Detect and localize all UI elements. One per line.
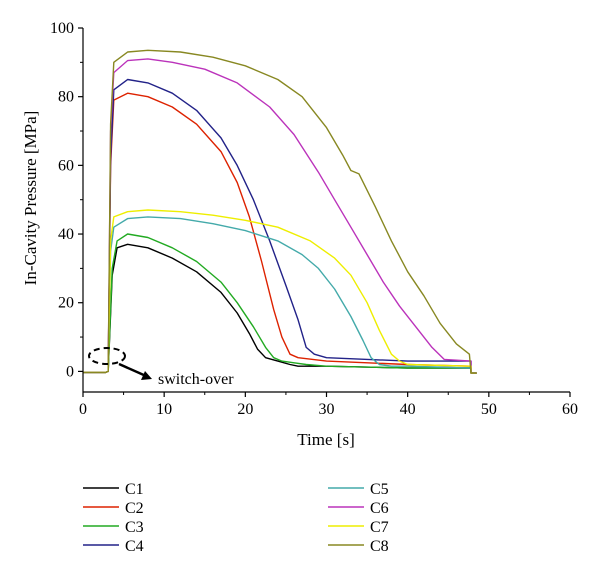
series-line-c3 [83,233,477,374]
y-axis-label: In-Cavity Pressure [MPa] [21,111,40,286]
legend-label-c5: C5 [370,481,389,498]
series-line-c4 [83,78,477,374]
legend-label-c4: C4 [125,538,144,555]
x-axis-label: Time [s] [297,430,354,449]
x-tick-label: 60 [562,401,578,418]
legend-label-c6: C6 [370,500,389,517]
series-line-c5 [83,216,477,374]
series-line-c8 [83,49,477,374]
y-tick-label: 0 [66,363,74,380]
switch-over-marker [88,347,126,365]
x-tick-label: 30 [319,401,335,418]
x-tick-label: 0 [79,401,87,418]
legend-label-c2: C2 [125,500,144,517]
x-tick-label: 20 [237,401,253,418]
y-tick-label: 20 [58,295,74,312]
switch-over-annotation: switch-over [88,347,234,388]
x-tick-label: 40 [400,401,416,418]
series-layer [83,49,477,374]
legend-label-c8: C8 [370,538,389,555]
x-tick-label: 50 [481,401,497,418]
switch-over-arrowhead [141,371,152,380]
plot-background [83,28,570,392]
plot-area [83,28,570,392]
y-tick-label: 40 [58,226,74,243]
x-tick-label: 10 [156,401,172,418]
legend-label-c3: C3 [125,519,144,536]
axes-layer: 0 10 20 30 40 50 60 0 20 40 60 80 100 [50,20,578,418]
legend: C1 C2 C3 C4 C5 C6 C7 C8 [83,481,389,555]
series-line-c7 [83,209,477,374]
y-tick-label: 80 [58,89,74,106]
y-tick-label: 60 [58,157,74,174]
legend-label-c1: C1 [125,481,144,498]
switch-over-label: switch-over [158,371,234,388]
legend-label-c7: C7 [370,519,389,536]
y-tick-label: 100 [50,20,74,37]
switch-over-arrow [118,362,147,378]
